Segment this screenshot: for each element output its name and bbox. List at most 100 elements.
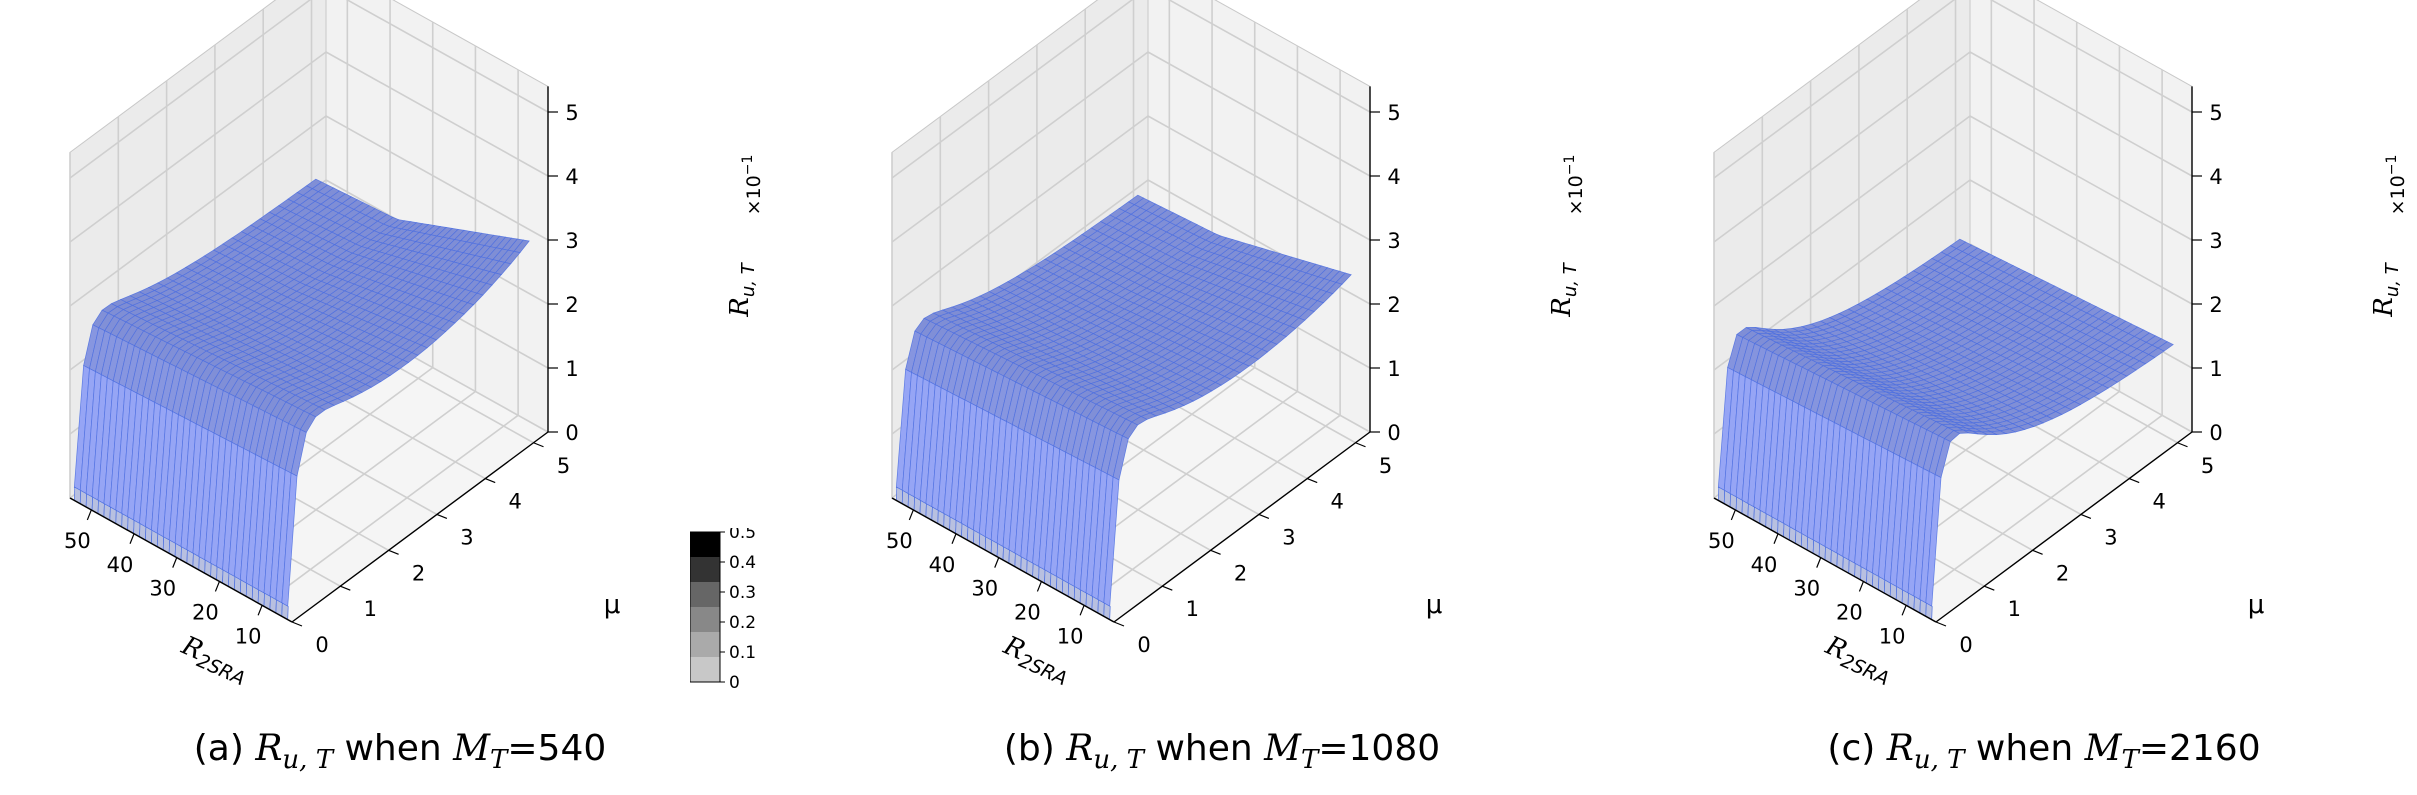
- y-tick-label: 3: [460, 525, 473, 549]
- y-tick-mark: [2177, 442, 2188, 448]
- z-tick-label: 2: [565, 293, 578, 317]
- x-tick-mark: [1730, 509, 1736, 521]
- colorbar: 0.5 0.4 0.3 0.2 0.1 0: [690, 528, 756, 688]
- x-tick-mark: [172, 557, 178, 568]
- z-tick-label: 4: [1387, 165, 1400, 189]
- x-tick-label: 20: [192, 600, 219, 624]
- x-tick-mark: [1816, 557, 1822, 568]
- x-tick-mark: [1858, 581, 1864, 592]
- colorbar-tick-label: 0.2: [729, 613, 756, 633]
- y-tick-label: 1: [2008, 597, 2021, 621]
- y-tick-label: 5: [557, 454, 570, 478]
- axes: [891, 86, 1371, 623]
- y-tick-mark: [1258, 513, 1270, 520]
- colorbar-swatch: [690, 632, 720, 657]
- x-tick-label: 10: [1879, 624, 1906, 648]
- y-tick-mark: [1210, 549, 1221, 555]
- x-tick-label: 20: [1014, 600, 1041, 624]
- panel-caption: (b) Ru, T when MT=1080: [1003, 728, 1441, 776]
- x-tick-mark: [994, 557, 1000, 568]
- y-tick-mark: [1306, 478, 1318, 484]
- y-tick-label: 4: [509, 490, 522, 514]
- z-tick-label: 5: [2209, 101, 2222, 125]
- z-tick-label: 2: [1387, 293, 1400, 317]
- y-tick-label: 3: [2104, 525, 2117, 549]
- z-scale-factor: ×10−1: [740, 155, 765, 216]
- y-tick-mark: [2128, 478, 2140, 484]
- y-tick-label: 1: [364, 597, 377, 621]
- z-axis-label: Ru, T: [725, 261, 759, 317]
- x-tick-label: 50: [1708, 529, 1735, 553]
- z-tick-label: 0: [565, 421, 578, 445]
- colorbar-swatch: [690, 582, 720, 607]
- x-tick-label: 40: [1751, 553, 1778, 577]
- y-axis-label: μ: [1426, 590, 1443, 620]
- y-tick-mark: [388, 549, 399, 555]
- y-tick-mark: [1984, 585, 1995, 591]
- colorbar-tick-label: 0.4: [729, 553, 756, 573]
- y-tick-label: 2: [1234, 561, 1247, 585]
- z-tick-label: 2: [2209, 293, 2222, 317]
- y-tick-mark: [1355, 442, 1366, 448]
- colorbar-tick-label: 0: [729, 673, 740, 688]
- y-tick-mark: [2080, 513, 2092, 520]
- x-tick-label: 40: [107, 553, 134, 577]
- x-tick-mark: [1773, 533, 1779, 544]
- axes: [1713, 86, 2193, 623]
- y-tick-label: 4: [1331, 490, 1344, 514]
- y-tick-mark: [484, 478, 496, 484]
- panel-caption: (c) Ru, T when MT=2160: [1827, 728, 2261, 776]
- y-axis-label: μ: [604, 590, 621, 620]
- colorbar-tick-label: 0.1: [729, 643, 756, 663]
- colorbar-swatch: [690, 532, 720, 557]
- y-tick-label: 0: [315, 633, 328, 657]
- z-scale-factor: ×10−1: [1562, 155, 1587, 216]
- z-tick-label: 4: [2209, 165, 2222, 189]
- x-tick-mark: [1036, 581, 1042, 592]
- z-tick-label: 3: [1387, 229, 1400, 253]
- x-tick-label: 20: [1836, 600, 1863, 624]
- y-tick-label: 2: [2056, 561, 2069, 585]
- x-tick-mark: [951, 533, 957, 544]
- z-tick-label: 3: [2209, 229, 2222, 253]
- y-tick-mark: [1162, 585, 1173, 591]
- x-tick-mark: [129, 533, 135, 544]
- y-tick-mark: [1113, 621, 1125, 627]
- y-tick-mark: [436, 513, 448, 520]
- z-tick-label: 4: [565, 165, 578, 189]
- z-tick-label: 1: [1387, 357, 1400, 381]
- x-tick-label: 10: [1057, 624, 1084, 648]
- y-tick-mark: [533, 442, 544, 448]
- x-tick-mark: [257, 605, 263, 616]
- x-tick-label: 50: [64, 529, 91, 553]
- z-tick-label: 0: [1387, 421, 1400, 445]
- x-tick-mark: [1901, 605, 1907, 616]
- y-tick-mark: [291, 621, 303, 627]
- x-tick-label: 30: [149, 577, 176, 601]
- z-axis-label: Ru, T: [1547, 261, 1581, 317]
- y-tick-label: 3: [1282, 525, 1295, 549]
- y-tick-label: 5: [2201, 454, 2214, 478]
- y-tick-label: 0: [1137, 633, 1150, 657]
- x-tick-label: 40: [929, 553, 956, 577]
- y-tick-mark: [1935, 621, 1947, 627]
- x-tick-label: 10: [235, 624, 262, 648]
- z-tick-label: 0: [2209, 421, 2222, 445]
- panel-caption: (a) Ru, T when MT=540: [193, 728, 607, 776]
- surface: [1717, 238, 2174, 621]
- surface: [73, 178, 530, 621]
- surface: [895, 194, 1352, 621]
- colorbar-tick-label: 0.3: [729, 583, 756, 603]
- z-tick-label: 1: [565, 357, 578, 381]
- y-tick-mark: [2032, 549, 2043, 555]
- z-scale-factor: ×10−1: [2384, 155, 2409, 216]
- x-tick-mark: [908, 509, 914, 521]
- colorbar-tick-label: 0.5: [729, 528, 756, 543]
- y-tick-label: 4: [2153, 490, 2166, 514]
- y-tick-label: 1: [1186, 597, 1199, 621]
- y-tick-label: 5: [1379, 454, 1392, 478]
